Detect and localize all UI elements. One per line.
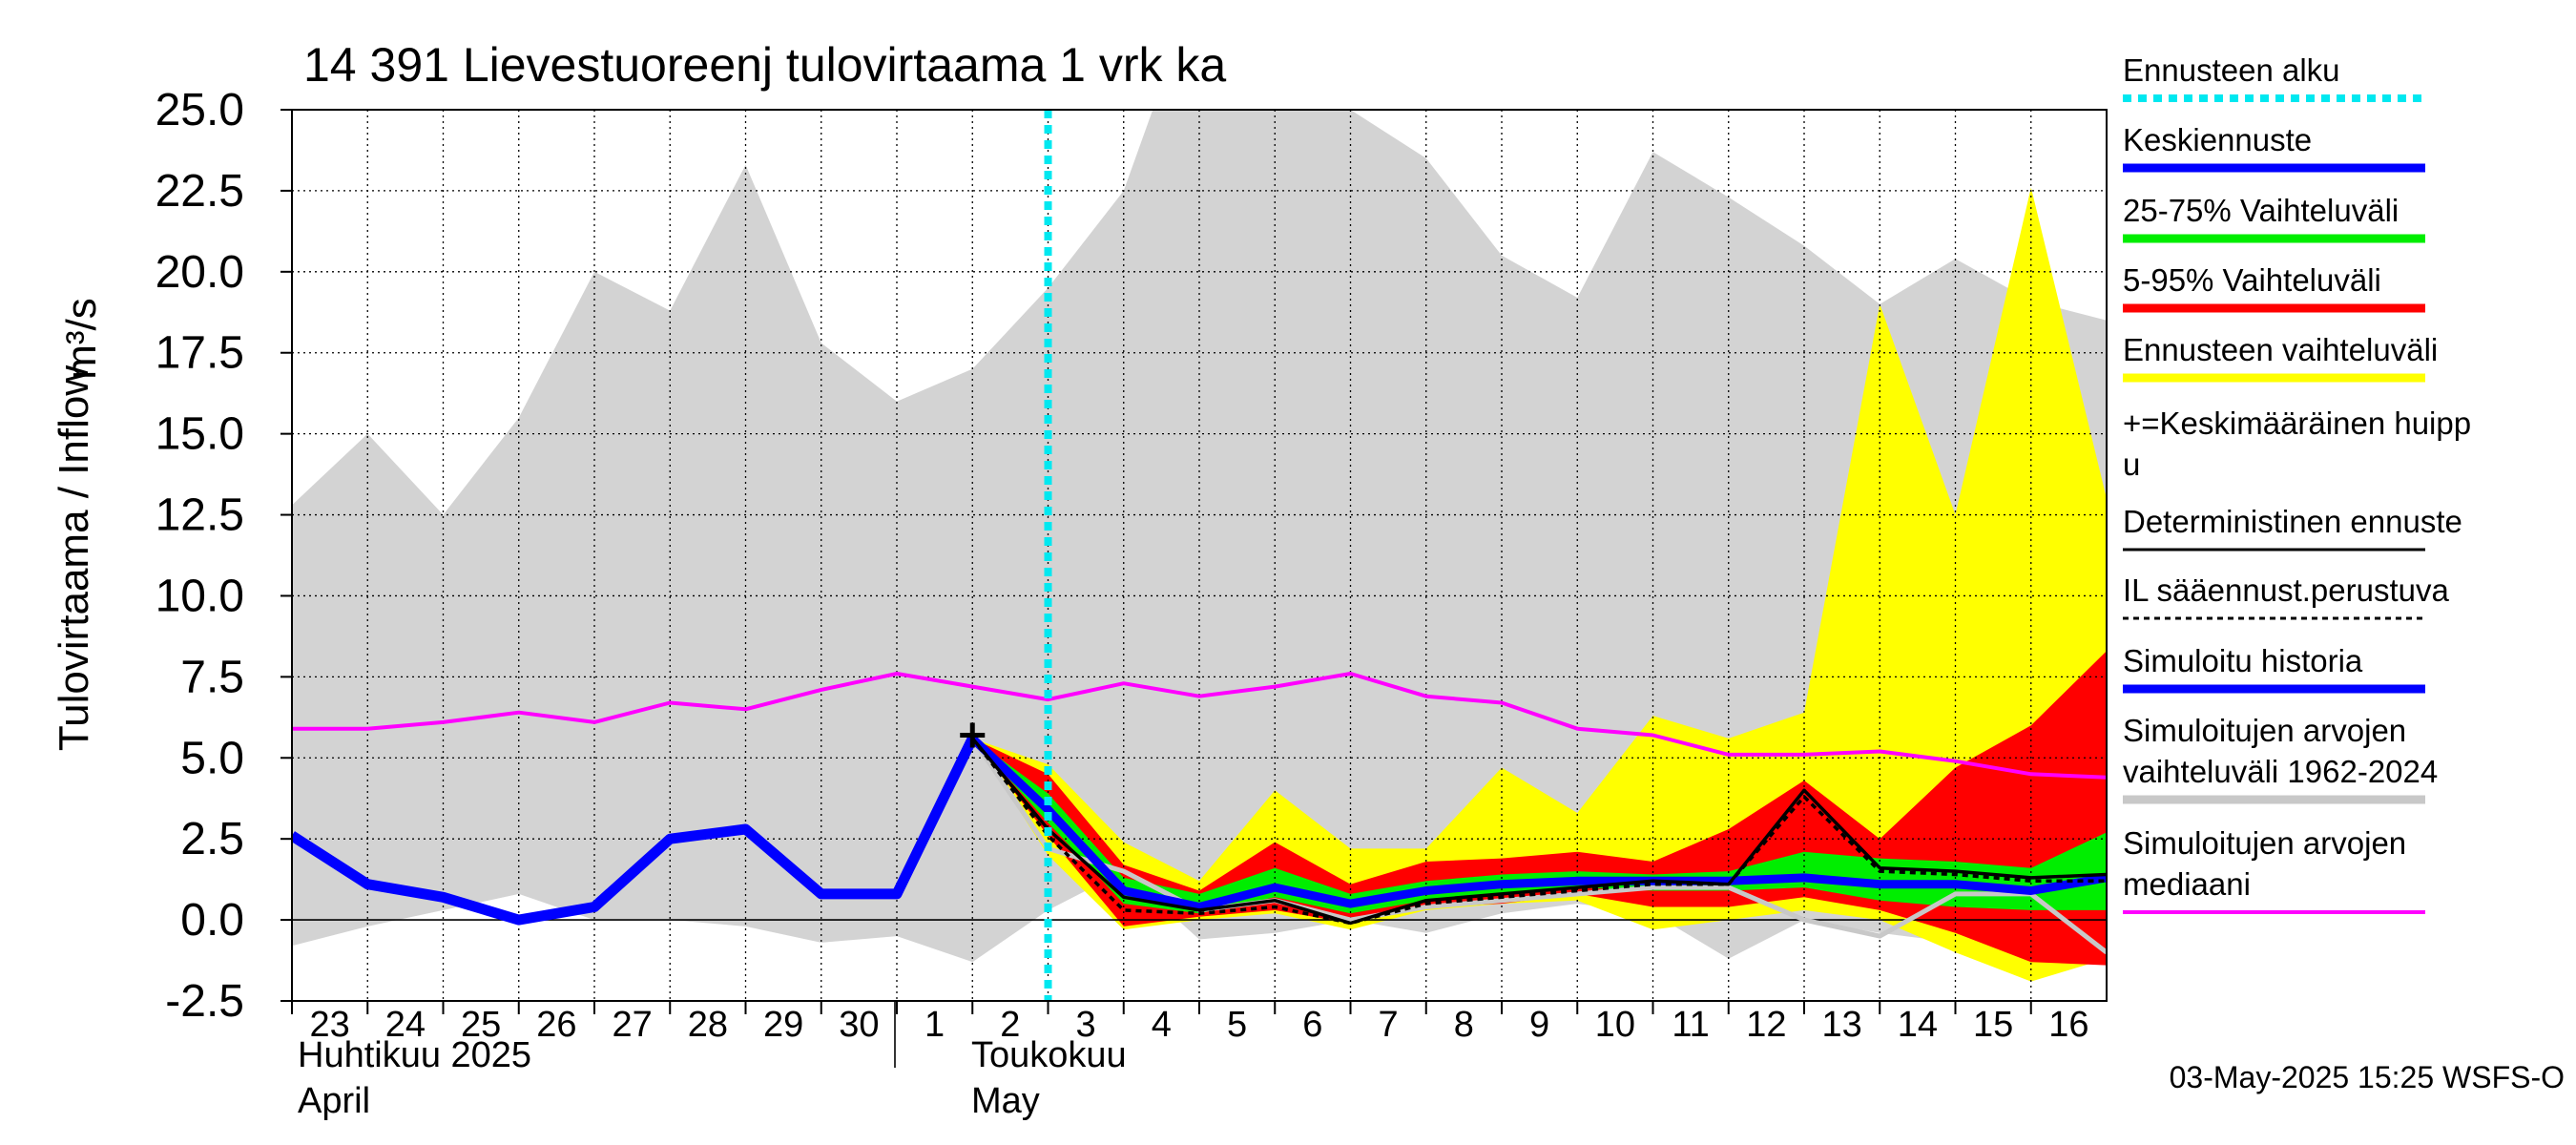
x-tick-label: 30 xyxy=(839,1005,879,1045)
legend-item: Keskiennuste xyxy=(2123,122,2425,173)
y-tick-label: 7.5 xyxy=(180,652,244,702)
legend-label: vaihteluväli 1962-2024 xyxy=(2123,754,2438,789)
legend-item: 5-95% Vaihteluväli xyxy=(2123,262,2425,313)
y-axis-label: Tulovirtaama / Inflow xyxy=(51,365,97,752)
x-tick-label: 8 xyxy=(1454,1005,1474,1045)
legend-label: 25-75% Vaihteluväli xyxy=(2123,193,2399,228)
month-label-may-en: May xyxy=(971,1081,1040,1121)
legend-item: +=Keskimääräinen huipp u xyxy=(2123,406,2471,482)
legend-item: Simuloitu historia xyxy=(2123,643,2425,694)
legend-item: IL sääennust.perustuva xyxy=(2123,572,2449,620)
x-tick-label: 15 xyxy=(1973,1005,2013,1045)
il-weather-forecast-line xyxy=(970,737,2107,926)
median-line xyxy=(292,672,2107,780)
p25-75-band xyxy=(972,738,2107,914)
legend-item: Deterministinen ennuste xyxy=(2123,504,2462,552)
lines-layer xyxy=(292,110,2107,1001)
y-axis-unit: m³/s xyxy=(58,298,105,380)
deterministic-forecast-line xyxy=(970,737,2107,926)
x-tick-label: 5 xyxy=(1227,1005,1247,1045)
y-tick-label: 2.5 xyxy=(180,814,244,864)
x-tick-label: 9 xyxy=(1529,1005,1549,1045)
x-tick-label: 13 xyxy=(1821,1005,1861,1045)
x-tick-label: 1 xyxy=(924,1005,945,1045)
simulated-range-line xyxy=(970,737,2107,955)
y-tick-label: 20.0 xyxy=(156,247,244,298)
y-tick-label: 12.5 xyxy=(156,490,244,541)
x-tick-label: 16 xyxy=(2048,1005,2088,1045)
y-tick-label: 15.0 xyxy=(156,409,244,460)
x-tick-label: 27 xyxy=(612,1005,652,1045)
x-tick-label: 12 xyxy=(1746,1005,1786,1045)
legend-label: Simuloitujen arvojen xyxy=(2123,825,2406,861)
legend-item: Ennusteen alku xyxy=(2123,52,2425,102)
x-tick-label: 24 xyxy=(385,1005,426,1045)
x-tick-label: 23 xyxy=(309,1005,349,1045)
x-tick-label: 29 xyxy=(763,1005,803,1045)
month-label-may-fi: Toukokuu xyxy=(971,1035,1127,1075)
x-tick-label: 3 xyxy=(1076,1005,1096,1045)
x-tick-label: 28 xyxy=(688,1005,728,1045)
legend-item: Ennusteen vaihteluväli xyxy=(2123,332,2438,383)
y-tick-label: 17.5 xyxy=(156,328,244,379)
legend-label: Ennusteen vaihteluväli xyxy=(2123,332,2438,367)
legend-label: Simuloitu historia xyxy=(2123,643,2363,678)
x-tick-label: 7 xyxy=(1379,1005,1399,1045)
month-label-april-en: April xyxy=(298,1081,370,1121)
y-tick-label: 10.0 xyxy=(156,571,244,621)
y-axis-unit-group: m³/s xyxy=(58,298,105,380)
mean-forecast-line xyxy=(969,735,2107,911)
legend-label: IL sääennust.perustuva xyxy=(2123,572,2449,608)
x-tick-label: 6 xyxy=(1302,1005,1322,1045)
legend-label: Keskiennuste xyxy=(2123,122,2312,157)
y-axis-ticks: 25.0 22.5 20.0 17.5 15.0 12.5 10.0 7.5 5.0 2.5 0.0… xyxy=(156,85,292,1027)
legend-label: mediaani xyxy=(2123,866,2251,902)
legend-item: Simuloitujen arvojen mediaani xyxy=(2123,825,2425,914)
chart-title: 14 391 Lievestuoreenj tulovirtaama 1 vrk… xyxy=(303,38,1226,92)
legend-label: 5-95% Vaihteluväli xyxy=(2123,262,2381,298)
legend-label: Ennusteen alku xyxy=(2123,52,2340,88)
legend-label: Deterministinen ennuste xyxy=(2123,504,2462,539)
x-axis-ticks: 23 24 25 26 27 28 29 30 1 2 3 4 5 6 7 8 9 10 11 12 13 14 15 16 xyxy=(291,1001,2088,1068)
month-label-april-fi: Huhtikuu 2025 xyxy=(298,1035,531,1075)
ensemble-range-band xyxy=(972,187,2107,982)
legend: Ennusteen alku Keskiennuste 25-75% Vaihtel… xyxy=(2123,52,2471,914)
legend-label: +=Keskimääräinen huipp xyxy=(2123,406,2471,441)
y-tick-label: -2.5 xyxy=(165,976,244,1027)
average-peak-marker xyxy=(960,722,986,748)
legend-item: Simuloitujen arvojen vaihteluväli 1962-20… xyxy=(2123,713,2438,804)
x-tick-label: 11 xyxy=(1672,1005,1709,1045)
y-tick-label: 0.0 xyxy=(180,895,244,946)
legend-label: Simuloitujen arvojen xyxy=(2123,713,2406,748)
x-tick-label: 2 xyxy=(1000,1005,1020,1045)
y-axis-label-group: Tulovirtaama / Inflow xyxy=(51,365,97,752)
x-tick-label: 4 xyxy=(1152,1005,1172,1045)
simulated-history-line xyxy=(292,736,978,926)
x-tick-label: 10 xyxy=(1595,1005,1635,1045)
y-tick-label: 22.5 xyxy=(156,166,244,217)
y-tick-label: 25.0 xyxy=(156,85,244,135)
x-tick-label: 25 xyxy=(461,1005,501,1045)
footer-timestamp: 03-May-2025 15:25 WSFS-O xyxy=(2170,1060,2565,1094)
legend-label: u xyxy=(2123,447,2140,482)
x-tick-label: 26 xyxy=(536,1005,576,1045)
x-tick-label: 14 xyxy=(1898,1005,1938,1045)
legend-item: 25-75% Vaihteluväli xyxy=(2123,193,2425,243)
y-tick-label: 5.0 xyxy=(180,733,244,783)
